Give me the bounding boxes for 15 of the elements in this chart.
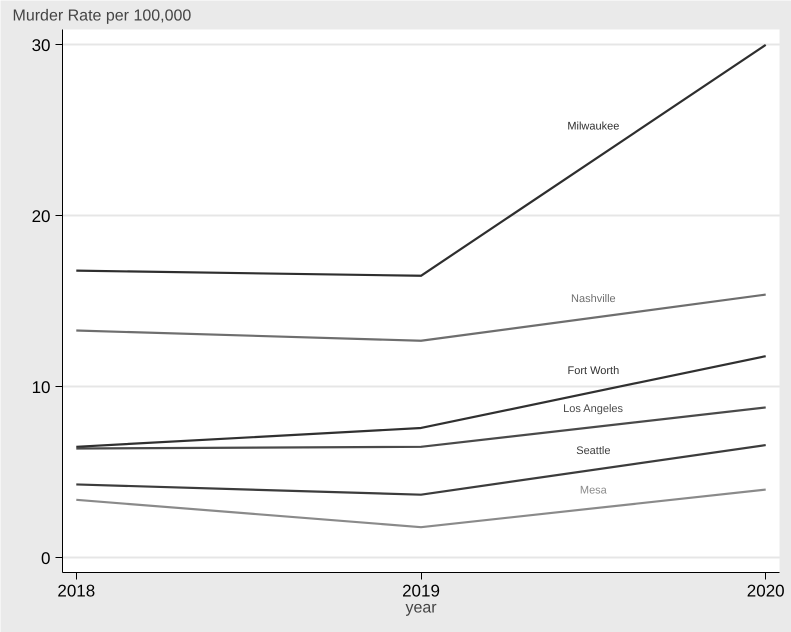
y-tick-label: 0 bbox=[41, 548, 51, 568]
x-tick-label: 2018 bbox=[57, 582, 96, 600]
y-tick-label: 10 bbox=[32, 378, 51, 397]
y-axis-title: Murder Rate per 100,000 bbox=[12, 8, 192, 24]
series-label: Los Angeles bbox=[563, 402, 624, 415]
series-label: Milwaukee bbox=[567, 120, 620, 132]
y-tick-label: 30 bbox=[32, 36, 51, 55]
series-label: Nashville bbox=[571, 292, 616, 305]
x-tick-label: 2020 bbox=[746, 582, 785, 600]
series-label: Fort Worth bbox=[567, 365, 620, 378]
y-tick-label: 20 bbox=[32, 206, 51, 226]
x-tick-label: 2019 bbox=[402, 582, 440, 600]
x-axis-title: year bbox=[405, 600, 438, 616]
series-label: Seattle bbox=[576, 444, 610, 457]
series-label: Mesa bbox=[580, 484, 608, 496]
